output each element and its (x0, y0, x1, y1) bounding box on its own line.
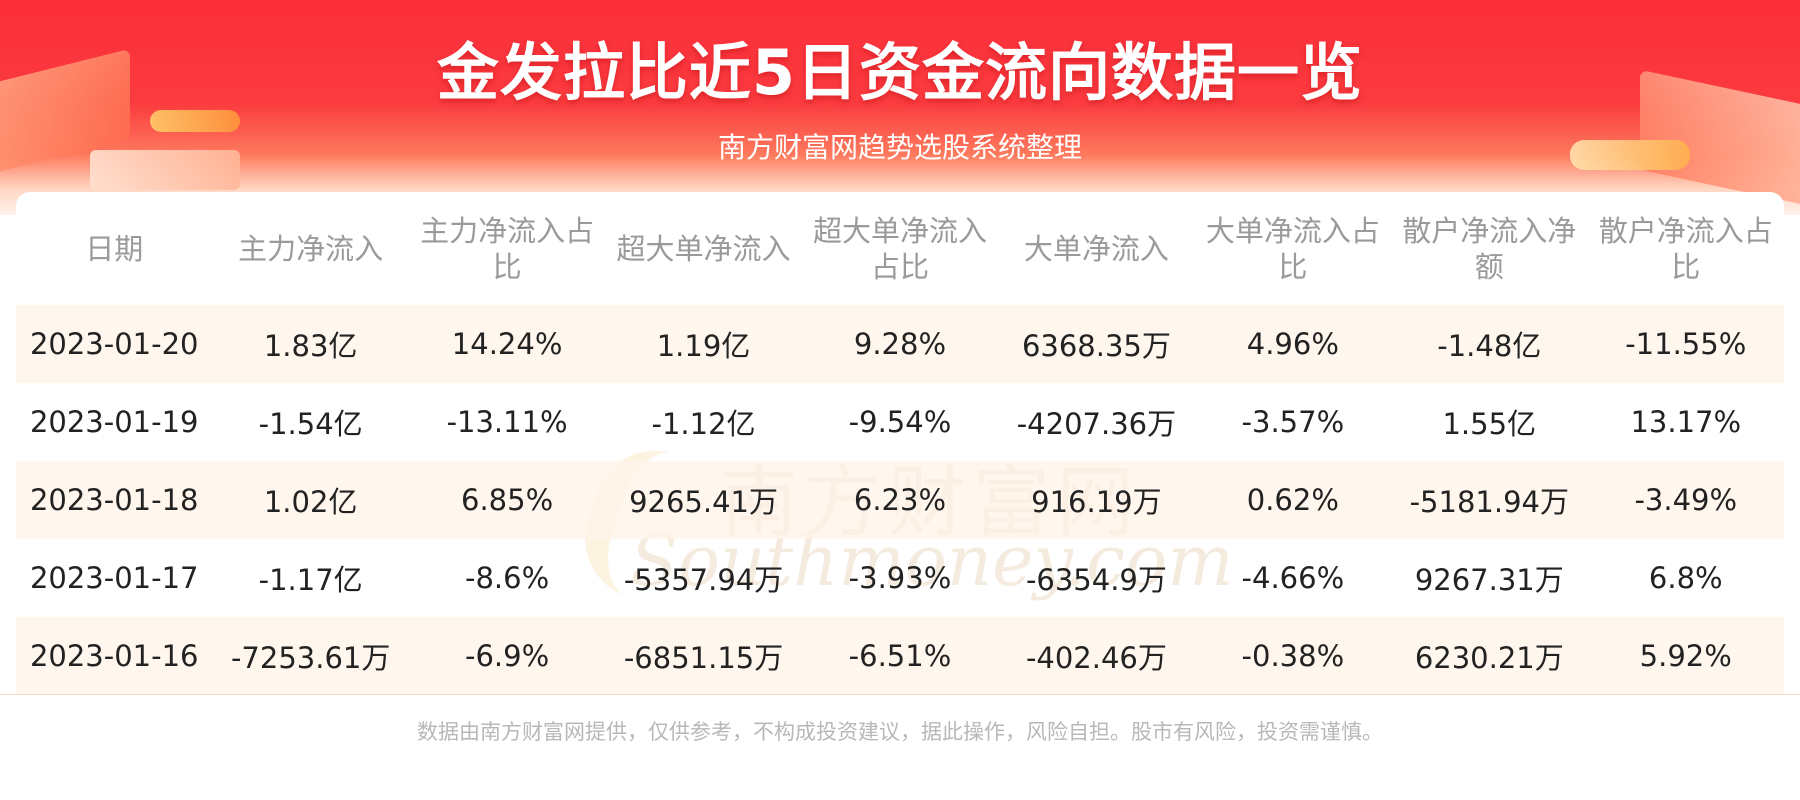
cell-large-inflow: -402.46万 (998, 617, 1195, 695)
cell-date: 2023-01-16 (16, 617, 213, 695)
footer-divider (0, 694, 1800, 695)
cell-retail-net: -5181.94万 (1391, 461, 1588, 539)
cell-super-large-ratio: -3.93% (848, 561, 952, 595)
table-row: 2023-01-17 -1.17亿 -8.6% -5357.94万 -3.93%… (16, 539, 1784, 617)
cell-super-large-ratio: -9.54% (848, 405, 952, 439)
cell-large-ratio: -0.38% (1194, 617, 1392, 695)
page-title: 金发拉比近5日资金流向数据一览 (436, 36, 1364, 109)
decor-shape (90, 150, 240, 190)
col-header-main-inflow: 主力净流入 (238, 232, 384, 266)
cell-retail-ratio: -11.55% (1587, 305, 1784, 383)
col-header-super-large-ratio: 超大单净流入占比 (812, 214, 987, 284)
cell-retail-net: -1.48亿 (1391, 305, 1588, 383)
cell-large-inflow: -4207.36万 (1016, 407, 1177, 441)
cell-large-ratio: 4.96% (1194, 305, 1392, 383)
cell-main-inflow-ratio: -8.6% (465, 561, 550, 595)
cell-large-inflow: -6354.9万 (1025, 563, 1167, 597)
cell-retail-net: 6230.21万 (1391, 617, 1588, 695)
table-card (16, 192, 1784, 694)
cell-large-inflow: 916.19万 (998, 461, 1195, 539)
cell-large-ratio: 0.62% (1194, 461, 1392, 539)
cell-date: 2023-01-20 (16, 305, 213, 383)
cell-super-large-inflow: -5357.94万 (623, 563, 784, 597)
footer-disclaimer: 数据由南方财富网提供，仅供参考，不构成投资建议，据此操作，风险自担。股市有风险，… (417, 720, 1383, 744)
cell-large-inflow: 6368.35万 (998, 305, 1195, 383)
col-header-main-inflow-ratio: 主力净流入占比 (420, 214, 595, 284)
table-header-row: 日期 主力净流入 主力净流入占比 超大单净流入 超大单净流入占比 大单净流入 大… (16, 193, 1784, 305)
cell-retail-net: 1.55亿 (1442, 407, 1537, 441)
cell-main-inflow-ratio: 14.24% (408, 305, 606, 383)
cell-main-inflow-ratio: -13.11% (446, 405, 568, 439)
cell-retail-net: 9267.31万 (1414, 563, 1564, 597)
cell-retail-ratio: -3.49% (1587, 461, 1784, 539)
page-subtitle: 南方财富网趋势选股系统整理 (717, 131, 1082, 164)
col-header-large-ratio: 大单净流入占比 (1205, 214, 1380, 284)
header-banner: 金发拉比近5日资金流向数据一览 南方财富网趋势选股系统整理 (0, 0, 1800, 215)
col-header-retail-ratio: 散户净流入占比 (1598, 214, 1773, 284)
col-header-retail-net: 散户净流入净额 (1402, 214, 1577, 284)
decor-shape (1570, 140, 1690, 170)
cell-retail-ratio: 5.92% (1587, 617, 1784, 695)
cell-main-inflow-ratio: 6.85% (408, 461, 606, 539)
cell-super-large-inflow: 1.19亿 (605, 305, 802, 383)
table-row: 2023-01-18 1.02亿 6.85% 9265.41万 6.23% 91… (16, 461, 1784, 539)
col-header-super-large-inflow: 超大单净流入 (616, 232, 791, 266)
cell-main-inflow: -1.17亿 (258, 563, 363, 597)
cell-date: 2023-01-19 (29, 405, 199, 439)
table-row: 2023-01-16 -7253.61万 -6.9% -6851.15万 -6.… (16, 617, 1784, 695)
decor-shape (150, 110, 240, 132)
cell-super-large-inflow: -1.12亿 (651, 407, 756, 441)
col-header-large-inflow: 大单净流入 (1023, 232, 1169, 266)
table-row: 2023-01-19 -1.54亿 -13.11% -1.12亿 -9.54% … (16, 383, 1784, 461)
cell-super-large-inflow: -6851.15万 (605, 617, 802, 695)
cell-large-ratio: -4.66% (1241, 561, 1345, 595)
cell-retail-ratio: 6.8% (1648, 561, 1723, 595)
cell-main-inflow: 1.83亿 (212, 305, 409, 383)
cell-super-large-inflow: 9265.41万 (605, 461, 802, 539)
table-row: 2023-01-20 1.83亿 14.24% 1.19亿 9.28% 6368… (16, 305, 1784, 383)
cell-retail-ratio: 13.17% (1630, 405, 1742, 439)
cell-main-inflow-ratio: -6.9% (408, 617, 606, 695)
cell-main-inflow: 1.02亿 (212, 461, 409, 539)
cell-main-inflow: -7253.61万 (212, 617, 409, 695)
col-header-date: 日期 (85, 232, 144, 266)
cell-large-ratio: -3.57% (1241, 405, 1345, 439)
cell-date: 2023-01-18 (16, 461, 213, 539)
cell-super-large-ratio: -6.51% (801, 617, 999, 695)
cell-main-inflow: -1.54亿 (258, 407, 363, 441)
fund-flow-table: 日期 主力净流入 主力净流入占比 超大单净流入 超大单净流入占比 大单净流入 大… (16, 193, 1784, 695)
cell-super-large-ratio: 6.23% (801, 461, 999, 539)
cell-super-large-ratio: 9.28% (801, 305, 999, 383)
cell-date: 2023-01-17 (29, 561, 199, 595)
